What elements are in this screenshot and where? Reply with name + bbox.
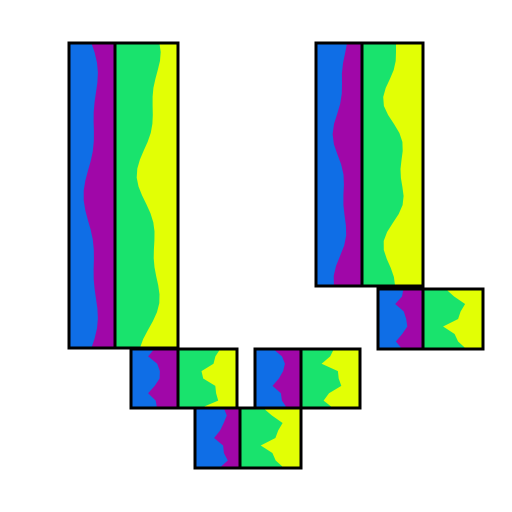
small-tile-lowest	[195, 408, 301, 468]
small-tile-bottom-left	[131, 349, 237, 408]
tall-tile-left	[69, 43, 178, 348]
small-tile-right-middle	[378, 289, 483, 349]
tall-tile-right	[316, 43, 423, 286]
small-tile-bottom-mid	[255, 349, 360, 408]
